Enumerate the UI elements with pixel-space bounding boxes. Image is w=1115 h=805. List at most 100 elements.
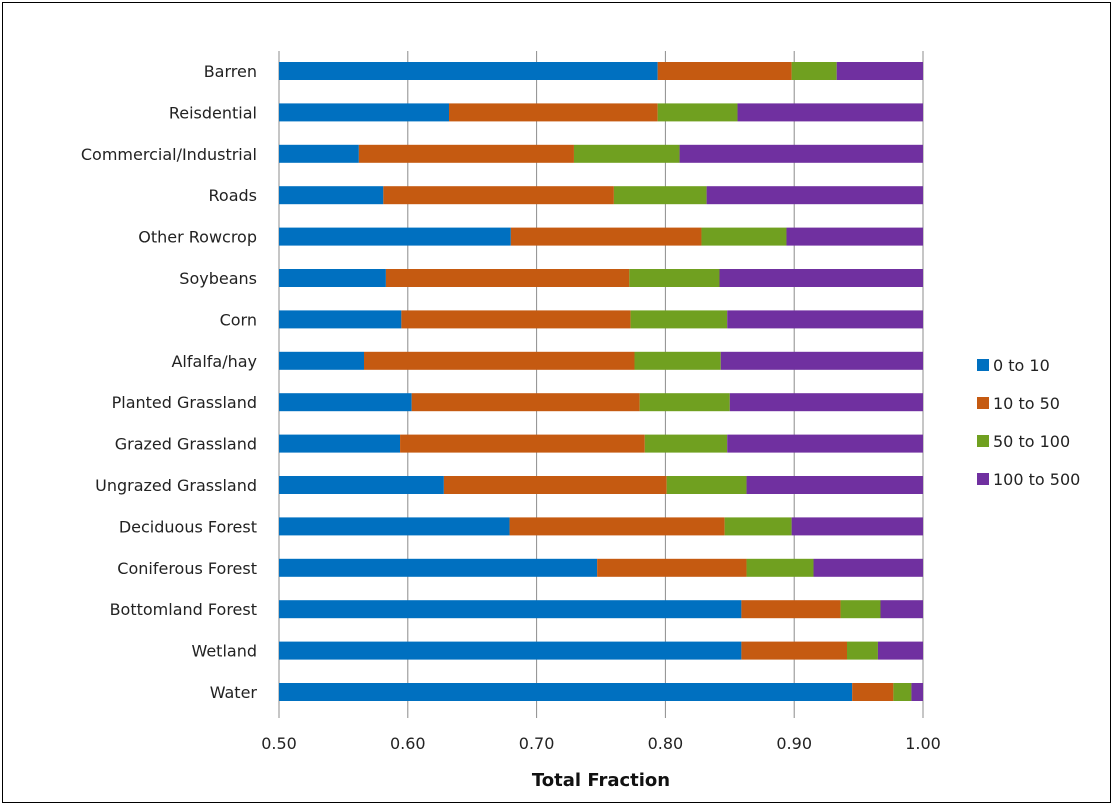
bar-segment bbox=[836, 62, 923, 80]
bar-segment bbox=[358, 144, 574, 163]
bar-segment bbox=[720, 351, 923, 370]
category-label: Grazed Grassland bbox=[115, 435, 257, 454]
category-labels: Barren Reisdential Commercial/Industrial Ro… bbox=[81, 62, 258, 702]
bar-segment bbox=[613, 186, 707, 205]
x-tick-label: 1.00 bbox=[905, 734, 941, 753]
category-label: Roads bbox=[209, 186, 257, 205]
bar-segment bbox=[840, 600, 881, 619]
bar-segment bbox=[657, 62, 792, 80]
bar-segment bbox=[279, 683, 853, 701]
bar-segment bbox=[657, 103, 738, 122]
x-tick-label: 0.90 bbox=[776, 734, 812, 753]
bar-segment bbox=[852, 683, 894, 701]
bar-segment bbox=[893, 683, 912, 701]
bar-segment bbox=[877, 641, 923, 660]
bar-segment bbox=[724, 517, 792, 536]
bar-segment bbox=[573, 144, 680, 163]
bar-segment bbox=[644, 434, 728, 453]
bar-segment bbox=[706, 186, 923, 205]
category-label: Other Rowcrop bbox=[138, 228, 257, 247]
bar-segment bbox=[279, 269, 386, 287]
bar-segment bbox=[279, 227, 511, 246]
legend-label: 100 to 500 bbox=[993, 470, 1080, 489]
bar-segment bbox=[383, 186, 614, 205]
category-label: Wetland bbox=[191, 642, 257, 661]
x-tick-label: 0.70 bbox=[519, 734, 555, 753]
category-label: Ungrazed Grassland bbox=[95, 476, 257, 495]
bar-segment bbox=[791, 517, 923, 536]
category-label: Water bbox=[210, 683, 258, 702]
bar-segment bbox=[279, 476, 444, 494]
legend: 0 to 10 10 to 50 50 to 100 100 to 500 bbox=[977, 356, 1080, 489]
legend-swatch bbox=[977, 435, 989, 447]
bar-segment bbox=[279, 310, 402, 329]
legend-swatch bbox=[977, 473, 989, 485]
legend-label: 0 to 10 bbox=[993, 356, 1050, 375]
category-label: Bottomland Forest bbox=[110, 600, 257, 619]
bar-segment bbox=[279, 434, 401, 453]
bar-segment bbox=[279, 600, 742, 619]
bar-segment bbox=[741, 600, 841, 619]
bar-segment bbox=[401, 310, 631, 329]
bar-segment bbox=[279, 103, 450, 122]
bar-segment bbox=[597, 558, 747, 577]
bar-segment bbox=[786, 227, 923, 246]
category-label: Coniferous Forest bbox=[117, 559, 257, 578]
bar-segment bbox=[279, 62, 658, 80]
bars bbox=[279, 62, 923, 701]
category-label: Reisdential bbox=[169, 103, 257, 122]
bar-segment bbox=[791, 62, 837, 80]
x-tick-label: 0.60 bbox=[390, 734, 426, 753]
bar-segment bbox=[449, 103, 658, 122]
legend-swatch bbox=[977, 359, 989, 371]
bar-segment bbox=[279, 517, 510, 536]
bar-segment bbox=[639, 393, 730, 412]
bar-segment bbox=[364, 351, 635, 370]
bar-segment bbox=[880, 600, 923, 619]
bar-segment bbox=[279, 186, 384, 205]
bar-segment bbox=[279, 558, 598, 577]
x-tick-label: 0.80 bbox=[648, 734, 684, 753]
bar-segment bbox=[729, 393, 923, 412]
bar-segment bbox=[385, 269, 630, 287]
bar-segment bbox=[737, 103, 923, 122]
bar-segment bbox=[666, 476, 747, 494]
bar-segment bbox=[634, 351, 721, 370]
bar-segment bbox=[727, 310, 923, 329]
category-label: Commercial/Industrial bbox=[81, 145, 257, 164]
bar-segment bbox=[279, 144, 359, 163]
x-tick-labels: 0.50 0.60 0.70 0.80 0.90 1.00 bbox=[261, 734, 941, 753]
legend-swatch bbox=[977, 397, 989, 409]
bar-segment bbox=[629, 269, 720, 287]
bar-segment bbox=[746, 558, 814, 577]
bar-segment bbox=[727, 434, 923, 453]
x-axis-title: Total Fraction bbox=[532, 770, 670, 791]
category-label: Deciduous Forest bbox=[119, 517, 257, 536]
bar-segment bbox=[813, 558, 923, 577]
bar-segment bbox=[510, 227, 702, 246]
bar-segment bbox=[443, 476, 667, 494]
legend-label: 10 to 50 bbox=[993, 394, 1060, 413]
x-tick-label: 0.50 bbox=[261, 734, 297, 753]
bar-segment bbox=[911, 683, 923, 701]
category-label: Alfalfa/hay bbox=[171, 352, 257, 371]
bar-segment bbox=[701, 227, 787, 246]
category-label: Corn bbox=[220, 310, 257, 329]
bar-segment bbox=[400, 434, 645, 453]
bar-segment bbox=[509, 517, 725, 536]
bar-segment bbox=[279, 393, 412, 412]
category-label: Soybeans bbox=[179, 269, 257, 288]
bar-segment bbox=[746, 476, 923, 494]
bar-segment bbox=[279, 351, 365, 370]
bar-segment bbox=[411, 393, 640, 412]
category-label: Barren bbox=[204, 62, 257, 81]
bar-segment bbox=[679, 144, 923, 163]
bar-segment bbox=[847, 641, 878, 660]
bar-segment bbox=[630, 310, 728, 329]
chart: Barren Reisdential Commercial/Industrial Ro… bbox=[81, 51, 1080, 791]
legend-label: 50 to 100 bbox=[993, 432, 1070, 451]
category-label: Planted Grassland bbox=[112, 393, 257, 412]
bar-segment bbox=[719, 269, 923, 287]
bar-segment bbox=[279, 641, 742, 660]
